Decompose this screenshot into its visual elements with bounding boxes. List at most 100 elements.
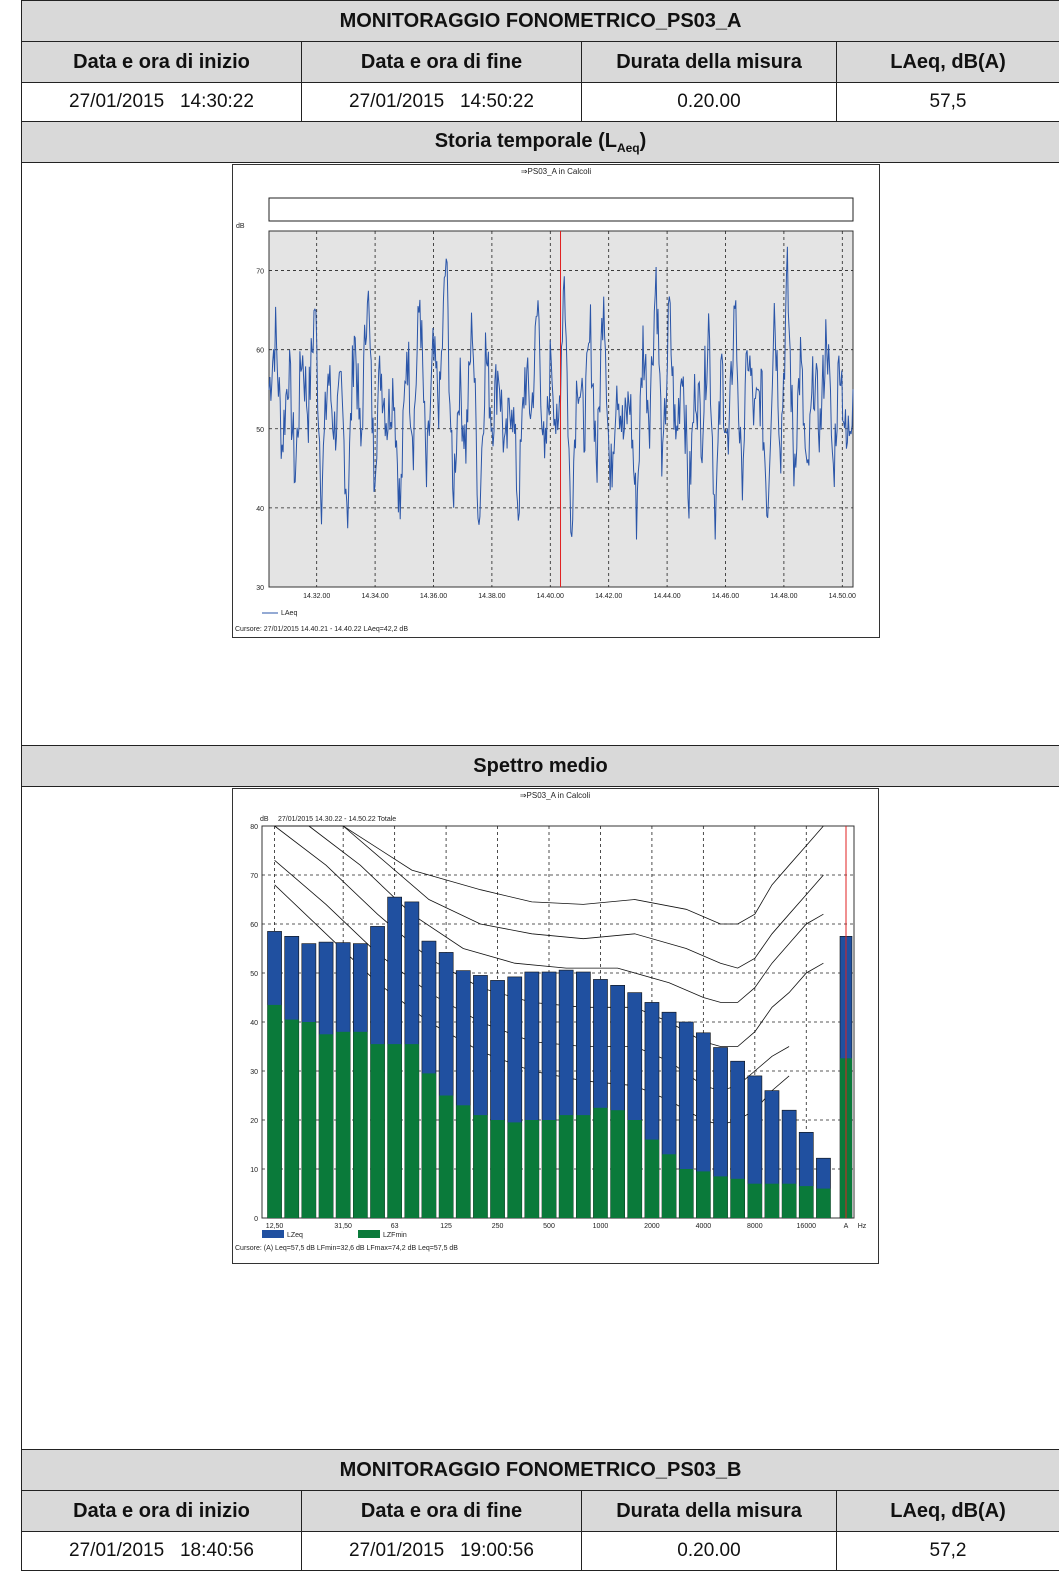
- spectrum-x-tick: 1000: [593, 1223, 609, 1230]
- spectrum-bar-lzfmin: [748, 1184, 762, 1218]
- time-history-title-main: Storia temporale (L: [435, 130, 617, 152]
- value-start-b: 27/01/2015 18:40:56: [22, 1532, 302, 1571]
- time-history-title-end: ): [640, 130, 647, 152]
- spectrum-bar-lzfmin: [302, 1022, 316, 1218]
- spectrum-x-tick: 250: [492, 1223, 504, 1230]
- time-history-y-tick: 30: [256, 585, 264, 592]
- spectrum-bar-lzfmin: [679, 1169, 693, 1218]
- spectrum-cursor: Cursore: (A) Leq=57,5 dB LFmin=32,6 dB L…: [235, 1245, 458, 1252]
- spectrum-bar-lzfmin: [285, 1020, 299, 1218]
- report-sheet: MONITORAGGIO FONOMETRICO_PS03_A Data e o…: [21, 0, 1059, 1571]
- spectrum-bar-lzfmin: [696, 1171, 710, 1218]
- spectrum-bar-lzfmin: [765, 1184, 779, 1218]
- spectrum-y-tick: 30: [250, 1069, 258, 1076]
- time-history-x-tick: 14.42.00: [595, 593, 622, 600]
- spectrum-bar-lzfmin: [662, 1154, 676, 1218]
- spectrum-chart: ⇒PS03_A in Calcoli dB 27/01/2015 14.30.2…: [232, 788, 879, 1264]
- time-history-cell: ⇒PS03_A in Calcoli dB 70 60 50 40 30 14.32.00…: [22, 163, 1059, 746]
- spectrum-x-tick: 2000: [644, 1223, 660, 1230]
- spectrum-bar-lzfmin: [439, 1096, 453, 1219]
- value-start: 27/01/2015 14:30:22: [22, 83, 302, 122]
- spectrum-y-tick: 0: [254, 1216, 258, 1223]
- spectrum-bar-lzfmin: [371, 1044, 385, 1218]
- spectrum-cell: ⇒PS03_A in Calcoli dB 27/01/2015 14.30.2…: [22, 787, 1059, 1450]
- spectrum-y-unit: dB: [260, 816, 269, 823]
- spectrum-x-tick: 12,50: [266, 1223, 284, 1230]
- spectrum-legend-lzeq: LZeq: [287, 1232, 303, 1239]
- value-duration-b: 0.20.00: [582, 1532, 837, 1571]
- column-header-end: Data e ora di fine: [302, 42, 582, 83]
- spectrum-title: Spettro medio: [22, 746, 1059, 787]
- spectrum-x-tick-a: A: [844, 1223, 849, 1230]
- spectrum-bar-lzfmin: [799, 1186, 813, 1218]
- spectrum-y-tick: 20: [250, 1118, 258, 1125]
- spectrum-bar-lzfmin: [319, 1034, 333, 1218]
- spectrum-bar-lzfmin: [593, 1108, 607, 1218]
- spectrum-bar-lzfmin: [525, 1120, 539, 1218]
- value-laeq: 57,5: [837, 83, 1059, 122]
- time-history-x-tick: 14.34.00: [361, 593, 388, 600]
- time-history-x-tick: 14.46.00: [712, 593, 739, 600]
- spectrum-bar-lzfmin: [268, 1005, 282, 1218]
- time-history-title-sub: Aeq: [617, 141, 640, 155]
- spectrum-y-tick: 70: [250, 873, 258, 880]
- time-history-legend: LAeq: [281, 610, 297, 617]
- spectrum-x-tick: 4000: [696, 1223, 712, 1230]
- spectrum-bar-lzfmin: [336, 1032, 350, 1218]
- spectrum-y-tick: 10: [250, 1167, 258, 1174]
- spectrum-bar-lzfmin: [645, 1140, 659, 1218]
- column-header-start-b: Data e ora di inizio: [22, 1491, 302, 1532]
- spectrum-bar-lzfmin: [388, 1044, 402, 1218]
- spectrum-bar-lzfmin: [508, 1122, 522, 1218]
- time-history-empty-bar: [269, 198, 853, 221]
- time-history-y-unit: dB: [236, 223, 245, 230]
- spectrum-x-tick: 8000: [747, 1223, 763, 1230]
- time-history-x-tick: 14.50.00: [829, 593, 856, 600]
- time-history-x-tick: 14.40.00: [537, 593, 564, 600]
- spectrum-bar-lzfmin: [456, 1105, 470, 1218]
- column-header-duration: Durata della misura: [582, 42, 837, 83]
- value-laeq-b: 57,2: [837, 1532, 1059, 1571]
- report-table: MONITORAGGIO FONOMETRICO_PS03_A Data e o…: [21, 0, 1059, 1571]
- column-header-duration-b: Durata della misura: [582, 1491, 837, 1532]
- spectrum-bar-lzfmin: [353, 1032, 367, 1218]
- spectrum-bar-lzfmin: [559, 1115, 573, 1218]
- value-end-b: 27/01/2015 19:00:56: [302, 1532, 582, 1571]
- section-a-title: MONITORAGGIO FONOMETRICO_PS03_A: [22, 1, 1059, 42]
- column-header-laeq: LAeq, dB(A): [837, 42, 1059, 83]
- value-end: 27/01/2015 14:50:22: [302, 83, 582, 122]
- time-history-chart: ⇒PS03_A in Calcoli dB 70 60 50 40 30 14.32.00…: [232, 164, 880, 638]
- time-history-y-tick: 60: [256, 348, 264, 355]
- spectrum-bar-lzfmin: [405, 1044, 419, 1218]
- spectrum-x-tick: 63: [391, 1223, 399, 1230]
- column-header-end-b: Data e ora di fine: [302, 1491, 582, 1532]
- time-history-x-tick: 14.38.00: [478, 593, 505, 600]
- spectrum-x-tick: 125: [440, 1223, 452, 1230]
- time-history-x-tick: 14.48.00: [770, 593, 797, 600]
- time-history-x-tick: 14.32.00: [303, 593, 330, 600]
- spectrum-bar-lzfmin: [731, 1179, 745, 1218]
- spectrum-bar-lzfmin: [491, 1120, 505, 1218]
- time-history-title: Storia temporale (LAeq): [22, 122, 1059, 163]
- spectrum-y-tick: 50: [250, 971, 258, 978]
- time-history-y-tick: 70: [256, 269, 264, 276]
- spectrum-bar-lzfmin: [542, 1120, 556, 1218]
- time-history-y-tick: 40: [256, 506, 264, 513]
- time-history-x-tick: 14.44.00: [653, 593, 680, 600]
- spectrum-y-tick: 80: [250, 824, 258, 831]
- spectrum-bar-lzfmin: [473, 1115, 487, 1218]
- column-header-laeq-b: LAeq, dB(A): [837, 1491, 1059, 1532]
- spectrum-x-tick: 500: [543, 1223, 555, 1230]
- time-history-x-tick: 14.36.00: [420, 593, 447, 600]
- spectrum-legend-lzfmin: LZFmin: [383, 1232, 407, 1239]
- time-history-chart-title: ⇒PS03_A in Calcoli: [521, 167, 592, 176]
- spectrum-x-tick: 16000: [797, 1223, 817, 1230]
- spectrum-y-tick: 40: [250, 1020, 258, 1027]
- spectrum-bar-lzfmin: [576, 1115, 590, 1218]
- spectrum-bar-lzfmin: [816, 1189, 830, 1218]
- spectrum-y-tick: 60: [250, 922, 258, 929]
- time-history-y-tick: 50: [256, 427, 264, 434]
- spectrum-bar-lzfmin: [782, 1184, 796, 1218]
- spectrum-subtitle: 27/01/2015 14.30.22 - 14.50.22 Totale: [278, 816, 396, 823]
- time-history-cursor: Cursore: 27/01/2015 14.40.21 - 14.40.22 …: [235, 626, 408, 633]
